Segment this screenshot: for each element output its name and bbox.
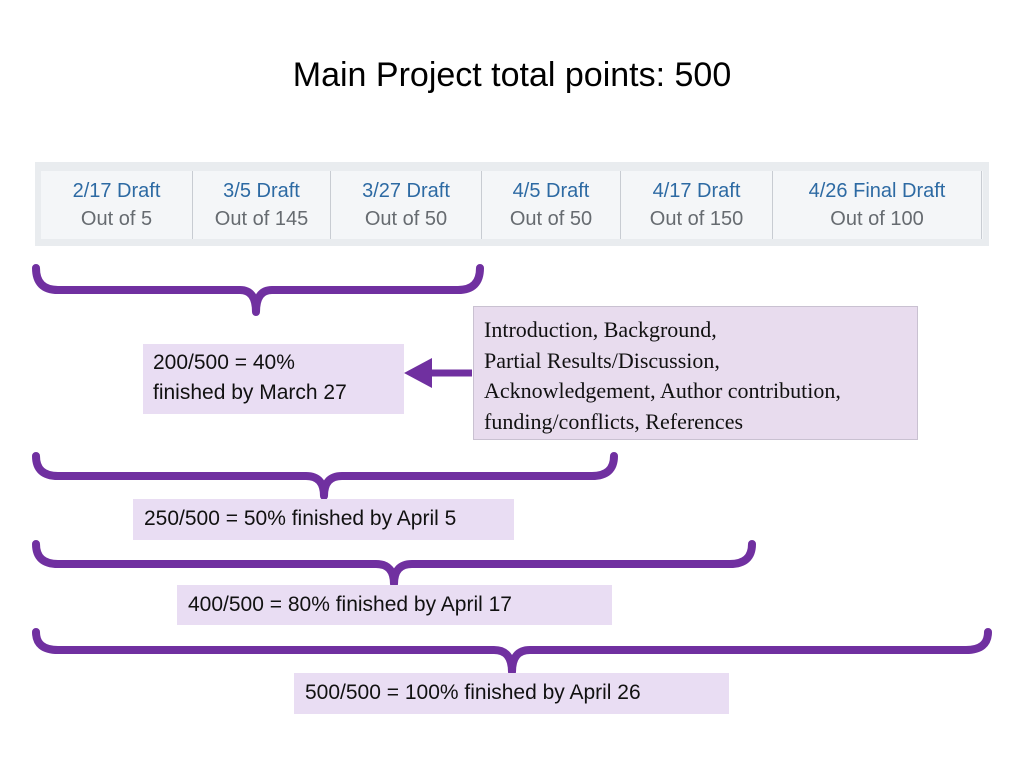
column-4-17-draft[interactable]: 4/17 Draft Out of 150 bbox=[621, 171, 773, 239]
column-2-17-draft[interactable]: 2/17 Draft Out of 5 bbox=[41, 171, 193, 239]
milestone-april-26: 500/500 = 100% finished by April 26 bbox=[294, 673, 729, 714]
milestone-text: 250/500 = 50% finished by April 5 bbox=[144, 507, 457, 530]
column-title: 4/26 Final Draft bbox=[808, 180, 946, 202]
page-title: Main Project total points: 500 bbox=[292, 56, 732, 94]
arrow-head-icon bbox=[404, 358, 432, 388]
column-4-26-final-draft[interactable]: 4/26 Final Draft Out of 100 bbox=[773, 171, 982, 239]
column-4-5-draft[interactable]: 4/5 Draft Out of 50 bbox=[482, 171, 621, 239]
milestone-march-27: 200/500 = 40% finished by March 27 bbox=[143, 344, 404, 414]
milestone-text: finished by March 27 bbox=[153, 381, 347, 404]
column-title: 3/27 Draft bbox=[362, 180, 450, 202]
milestone-text: 500/500 = 100% finished by April 26 bbox=[305, 681, 641, 704]
milestone-april-5: 250/500 = 50% finished by April 5 bbox=[133, 499, 514, 540]
grade-columns-row: 2/17 Draft Out of 5 3/5 Draft Out of 145… bbox=[41, 171, 983, 239]
column-title: 4/17 Draft bbox=[652, 180, 741, 202]
sections-note-line: Introduction, Background, bbox=[484, 317, 717, 342]
sections-note: Introduction, Background, Partial Result… bbox=[473, 306, 918, 440]
column-title: 2/17 Draft bbox=[72, 180, 161, 202]
milestone-april-17: 400/500 = 80% finished by April 17 bbox=[177, 585, 612, 625]
bracket-april-5 bbox=[32, 452, 618, 500]
column-points: Out of 100 bbox=[830, 208, 924, 230]
column-3-5-draft[interactable]: 3/5 Draft Out of 145 bbox=[193, 171, 331, 239]
column-3-27-draft[interactable]: 3/27 Draft Out of 50 bbox=[331, 171, 482, 239]
grade-columns-header: 2/17 Draft Out of 5 3/5 Draft Out of 145… bbox=[35, 162, 989, 246]
bracket-april-26 bbox=[32, 628, 992, 676]
column-points: Out of 145 bbox=[214, 208, 309, 230]
column-points: Out of 150 bbox=[649, 208, 744, 230]
sections-note-line: funding/conflicts, References bbox=[484, 408, 744, 434]
bracket-march-27 bbox=[32, 264, 484, 316]
column-points: Out of 50 bbox=[364, 208, 448, 230]
column-title: 4/5 Draft bbox=[512, 180, 590, 202]
milestone-text: 400/500 = 80% finished by April 17 bbox=[188, 593, 512, 616]
bracket-april-17 bbox=[32, 540, 756, 588]
milestone-text: 200/500 = 40% bbox=[153, 351, 295, 374]
column-points: Out of 50 bbox=[509, 208, 593, 230]
sections-note-line: Partial Results/Discussion, bbox=[484, 347, 720, 373]
column-points: Out of 5 bbox=[80, 208, 153, 230]
sections-note-line: Acknowledgement, Author contribution, bbox=[484, 378, 841, 403]
column-title: 3/5 Draft bbox=[223, 180, 300, 202]
